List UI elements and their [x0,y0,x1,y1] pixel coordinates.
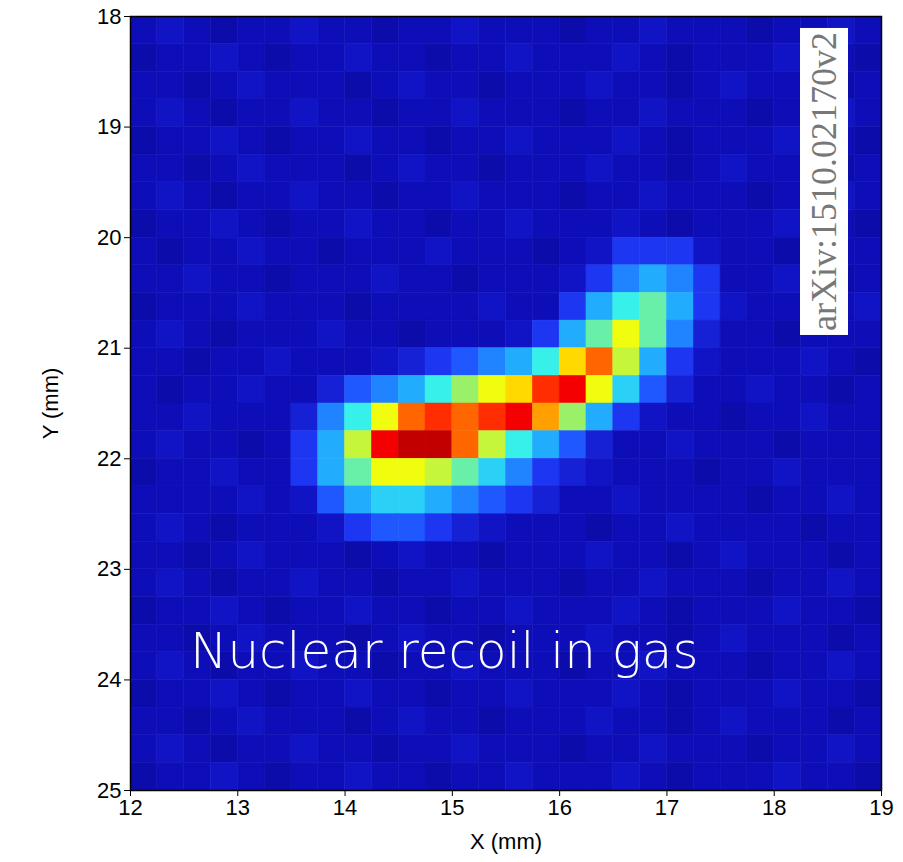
html-text:Nuclear recoil in gas: Nuclear recoil in gas [190,622,699,680]
svg-text:17: 17 [655,795,679,820]
svg-text:12: 12 [118,795,142,820]
svg-text:23: 23 [97,556,121,581]
svg-text:18: 18 [97,4,121,29]
svg-text:16: 16 [547,795,571,820]
svg-text:14: 14 [333,795,357,820]
svg-text:22: 22 [97,446,121,471]
svg-text:19: 19 [869,795,893,820]
svg-text:19: 19 [97,114,121,139]
html-text:arXiv:1510.02170v2: arXiv:1510.02170v2 [804,32,844,331]
svg-text:13: 13 [226,795,250,820]
svg-text:25: 25 [97,777,122,803]
svg-text:20: 20 [97,225,121,250]
svg-text:X (mm): X (mm) [470,829,542,854]
svg-text:24: 24 [97,667,121,692]
svg-text:Y (mm): Y (mm) [38,368,63,440]
svg-text:21: 21 [97,335,121,360]
svg-text:18: 18 [762,795,786,820]
svg-text:15: 15 [440,795,464,820]
